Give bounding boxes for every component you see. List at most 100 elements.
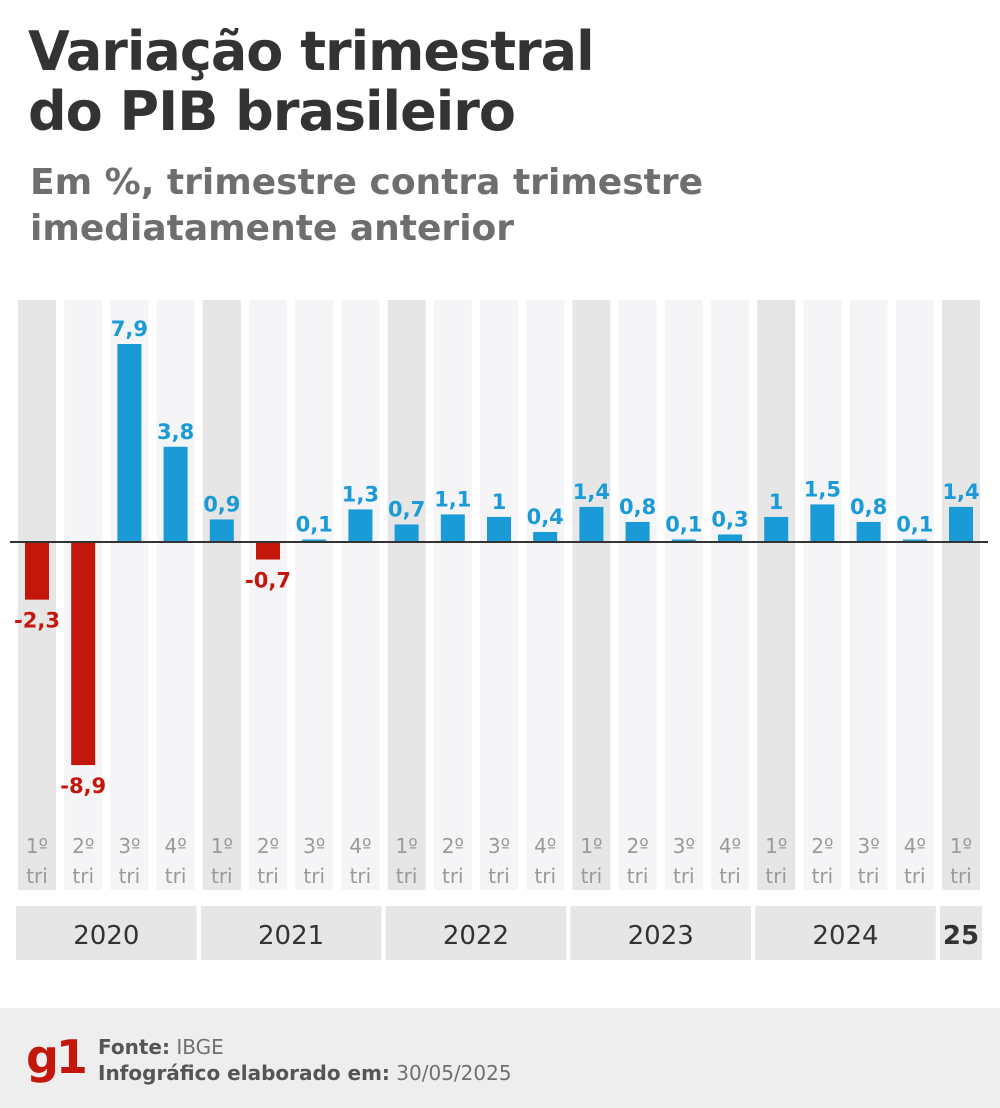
year-group-box [940, 906, 982, 960]
year-label: 2021 [258, 921, 324, 951]
bar [302, 539, 327, 542]
quarter-tick-label: 3º [118, 834, 140, 858]
quarter-tick-sublabel: tri [257, 864, 279, 888]
data-label: 0,4 [527, 505, 564, 529]
quarter-tick-sublabel: tri [119, 864, 141, 888]
data-label: 7,9 [111, 317, 148, 341]
quarter-band [711, 300, 749, 890]
quarter-band [664, 300, 703, 890]
year-label: 2024 [812, 921, 878, 951]
data-label: 1,5 [804, 477, 841, 501]
data-label: 0,7 [388, 497, 425, 521]
quarter-tick-sublabel: tri [534, 864, 556, 888]
quarter-tick-sublabel: tri [719, 864, 741, 888]
data-label: 1,4 [573, 480, 610, 504]
quarter-band [618, 300, 657, 890]
title-line-2: do PIB brasileiro [28, 80, 516, 143]
quarter-band [433, 300, 472, 890]
bar [671, 539, 696, 542]
quarter-tick-label: 2º [442, 834, 464, 858]
quarter-tick-label: 3º [673, 834, 695, 858]
footer: g1 Fonte: IBGE Infográfico elaborado em:… [0, 1008, 1000, 1108]
quarter-tick-sublabel: tri [442, 864, 464, 888]
year-group-box [200, 906, 382, 960]
chart-subtitle: Em %, trimestre contra trimestre imediata… [30, 160, 980, 252]
quarter-band [849, 300, 888, 890]
bar [348, 509, 373, 542]
quarter-tick-sublabel: tri [904, 864, 926, 888]
subtitle-line-1: Em %, trimestre contra trimestre [30, 162, 704, 203]
quarter-tick-sublabel: tri [627, 864, 649, 888]
quarter-tick-sublabel: tri [26, 864, 48, 888]
quarter-tick-sublabel: tri [581, 864, 603, 888]
year-label: 2022 [443, 921, 509, 951]
quarter-tick-label: 2º [811, 834, 833, 858]
bar [487, 516, 511, 542]
title-line-1: Variação trimestral [28, 20, 595, 83]
bar [764, 516, 789, 542]
quarter-tick-sublabel: tri [72, 864, 94, 888]
bar [533, 531, 558, 542]
data-label: 0,9 [203, 492, 240, 516]
data-label: 0,1 [896, 512, 933, 536]
bar [440, 514, 465, 542]
bar [209, 519, 234, 542]
quarter-tick-label: 4º [904, 834, 926, 858]
data-label: 1,4 [942, 480, 979, 504]
quarter-tick-label: 1º [26, 834, 48, 858]
quarter-tick-label: 1º [211, 834, 233, 858]
data-label: 3,8 [157, 420, 194, 444]
bar [394, 524, 419, 542]
quarter-tick-label: 2º [72, 834, 94, 858]
quarter-band [156, 300, 195, 890]
quarter-tick-label: 1º [950, 834, 972, 858]
data-label: 1 [769, 490, 784, 514]
quarter-tick-label: 2º [627, 834, 649, 858]
quarter-tick-sublabel: tri [165, 864, 187, 888]
quarter-band [572, 300, 611, 890]
bar [902, 539, 927, 542]
chart-title: Variação trimestral do PIB brasileiro [28, 22, 978, 142]
quarter-tick-label: 3º [303, 834, 325, 858]
year-group-box [755, 906, 936, 960]
quarter-tick-sublabel: tri [396, 864, 418, 888]
quarter-tick-sublabel: tri [812, 864, 834, 888]
bar [25, 542, 49, 600]
year-label: 2020 [73, 921, 139, 951]
quarter-band [341, 300, 380, 890]
quarter-tick-label: 3º [488, 834, 510, 858]
bar [949, 506, 973, 542]
g1-logo: g1 [26, 1030, 88, 1084]
bar [117, 344, 142, 542]
quarter-band [526, 300, 565, 890]
quarter-band [942, 300, 980, 890]
year-label: 2023 [628, 921, 694, 951]
quarter-band [757, 300, 796, 890]
bar [625, 521, 650, 542]
data-label: 0,8 [619, 495, 656, 519]
source-line: Fonte: IBGE [98, 1034, 512, 1060]
year-group-box [385, 906, 567, 960]
quarter-tick-label: 1º [580, 834, 602, 858]
bar-chart: -2,3 -8,9 7,9 3,8 0,9 -0,7 0,1 1,3 0,7 1,1 1 0,4 1,4… [10, 300, 988, 960]
bar [856, 521, 881, 542]
bar [163, 446, 188, 542]
quarter-tick-sublabel: tri [488, 864, 510, 888]
quarter-tick-label: 1º [396, 834, 418, 858]
bar [718, 534, 742, 542]
bar [71, 542, 96, 766]
data-label: -8,9 [60, 774, 106, 798]
data-label: 0,8 [850, 495, 887, 519]
data-label: 1 [492, 490, 507, 514]
year-group-box [16, 906, 197, 960]
quarter-tick-label: 4º [349, 834, 371, 858]
quarter-tick-sublabel: tri [673, 864, 695, 888]
data-label: 0,1 [665, 512, 702, 536]
quarter-tick-sublabel: tri [350, 864, 372, 888]
quarter-tick-label: 4º [165, 834, 187, 858]
quarter-tick-label: 4º [719, 834, 741, 858]
quarter-tick-sublabel: tri [303, 864, 325, 888]
quarter-tick-label: 4º [534, 834, 556, 858]
year-label: 25 [943, 921, 979, 951]
source-label: Fonte: [98, 1035, 170, 1059]
